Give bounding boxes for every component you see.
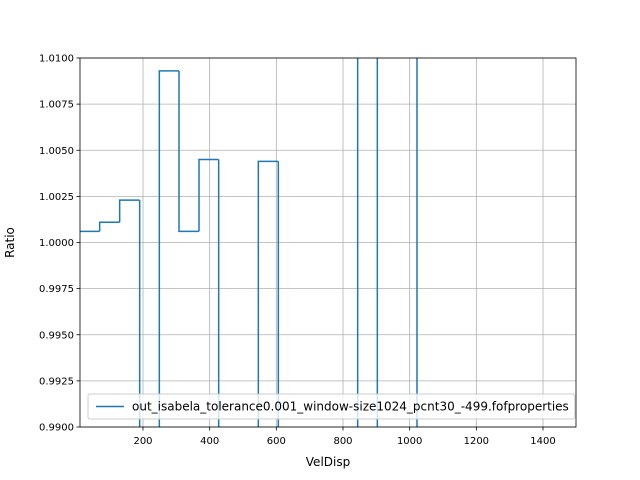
legend: out_isabela_tolerance0.001_window-size10… xyxy=(87,393,576,420)
step-segment xyxy=(198,158,219,232)
x-tick-label: 600 xyxy=(267,436,286,447)
y-tick-label: 0.9950 xyxy=(39,330,74,341)
step-segment xyxy=(138,200,141,427)
step-segment xyxy=(98,221,120,232)
step-segment xyxy=(217,159,220,427)
legend-box xyxy=(87,393,576,420)
y-tick-label: 0.9900 xyxy=(39,423,74,434)
step-segment xyxy=(376,58,379,427)
y-tick-label: 1.0000 xyxy=(39,238,74,249)
step-segment xyxy=(277,161,280,427)
x-tick-label: 1000 xyxy=(397,436,422,447)
x-axis-label: VelDisp xyxy=(306,455,350,469)
y-tick-label: 0.9925 xyxy=(39,376,74,387)
step-segment xyxy=(416,58,418,427)
plot-area xyxy=(80,58,418,427)
y-tick-label: 1.0050 xyxy=(39,146,74,157)
y-tick-label: 1.0100 xyxy=(39,54,74,65)
ticks: 200 400 600 800 1000 1200 1400 0.9900 0.9925 0.99… xyxy=(39,54,556,448)
y-tick-label: 1.0025 xyxy=(39,192,74,203)
step-segment xyxy=(118,199,140,223)
x-tick-label: 800 xyxy=(333,436,352,447)
step-segment xyxy=(356,58,359,427)
y-axis-label: Ratio xyxy=(3,227,17,258)
legend-label: out_isabela_tolerance0.001_window-size10… xyxy=(132,400,569,414)
step-segment xyxy=(158,70,179,427)
y-tick-label: 1.0075 xyxy=(39,100,74,111)
step-segment xyxy=(178,70,199,233)
x-tick-label: 1200 xyxy=(464,436,489,447)
y-tick-label: 0.9975 xyxy=(39,284,74,295)
step-segment xyxy=(257,160,279,427)
x-tick-label: 200 xyxy=(133,436,152,447)
x-tick-label: 400 xyxy=(200,436,219,447)
x-tick-label: 1400 xyxy=(530,436,555,447)
